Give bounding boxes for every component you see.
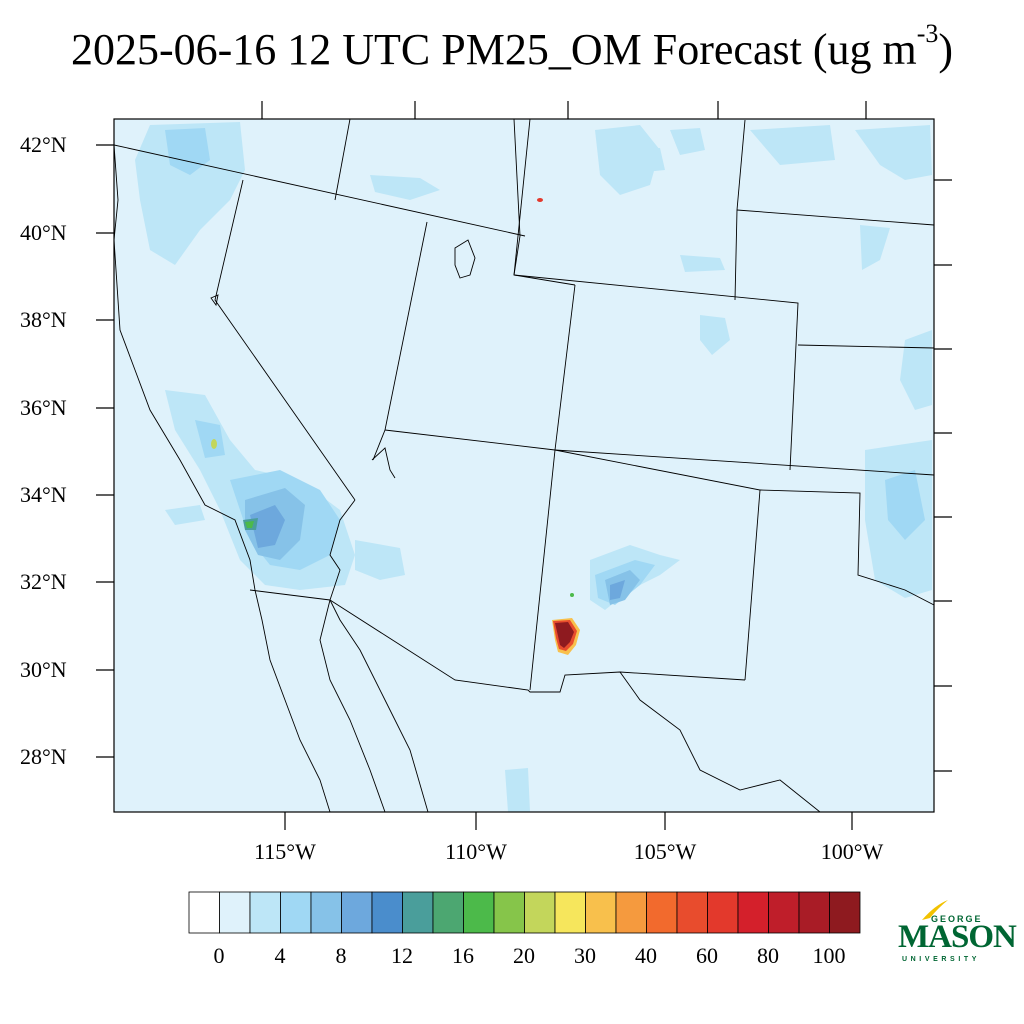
colorbar-swatch [432,891,464,934]
colorbar-swatch [676,891,708,934]
ca-nv-border [214,179,356,501]
logo-swoosh-icon [922,900,948,920]
colorbar-swatch [524,891,556,934]
map-frame [113,118,935,813]
gulf-east-coast [329,599,429,812]
wy-co-border [513,274,799,471]
lat-label: 42°N [20,132,67,157]
high-concentration-patches [250,505,625,600]
colorbar-swatch [798,891,830,934]
nv-id-border [334,119,351,201]
colorbar-swatch [585,891,617,934]
colorbar-label: 0 [213,943,225,968]
colorbar-swatch [371,891,403,934]
id-wy-border [513,119,531,276]
colorbar-label: 8 [335,943,347,968]
colorbar-label: 20 [513,943,535,968]
lat-label: 34°N [20,482,67,507]
colorbar-swatch [402,891,434,934]
colorbar-swatch [615,891,647,934]
colorbar-label: 30 [574,943,596,968]
colorbar-swatch [249,891,281,934]
lake-tahoe [210,294,219,307]
lon-label: 100°W [820,839,884,864]
logo-line1: GEORGE [931,914,983,924]
colorbar-swatch [554,891,586,934]
colorbar-label: 16 [452,943,474,968]
new-mexico-plume [552,618,580,655]
pacific-coastline [114,144,331,812]
george-mason-logo: GEORGE MASON UNIVERSITY [898,898,1017,968]
lat-label: 28°N [20,744,67,769]
tx-ok-border [759,489,934,606]
concentration-field [135,122,932,812]
colorbar-label: 40 [635,943,657,968]
logo-line2: MASON [898,919,1017,955]
california-peak [245,521,254,528]
or-ca-nv-id-border [114,144,526,237]
lat-label: 40°N [20,220,67,245]
colorbar-label: 60 [696,943,718,968]
colorbar-label: 4 [274,943,286,968]
ca-mexico-border [249,589,331,601]
us-mexico-border [329,599,746,693]
colorbar-label: 100 [812,943,846,968]
colorbar-swatch [493,891,525,934]
lat-label: 30°N [20,657,67,682]
colorbar-swatch [768,891,800,934]
ca-az-border [329,499,356,601]
lat-label: 38°N [20,307,67,332]
lat-label: 36°N [20,395,67,420]
colorbar-swatch [280,891,312,934]
sd-ne-border [736,209,934,226]
boundary-lines [114,119,934,812]
ut-wy-border [513,119,576,286]
colorbar-swatch [188,891,220,934]
title-text: 2025-06-16 12 UTC PM25_OM Forecast (ug m [70,25,917,74]
title-superscript: -3 [916,19,939,48]
map-title: 2025-06-16 12 UTC PM25_OM Forecast (ug m… [0,19,1024,78]
colorbar-swatch [310,891,342,934]
lon-label: 110°W [445,839,507,864]
colorbar-swatch [829,891,861,934]
lon-label: 115°W [254,839,316,864]
tick-marks [96,101,952,830]
colorbar-swatch [707,891,739,934]
small-hotspot-california [211,439,217,449]
lon-label: 105°W [633,839,697,864]
small-hotspot-new-mexico [570,593,574,597]
colorbar-swatch [646,891,678,934]
colorado-river [371,447,396,479]
colorbar-label: 12 [391,943,413,968]
lat-label: 32°N [20,569,67,594]
colorbar-swatch [737,891,769,934]
colorbar [188,891,861,934]
logo-line3: UNIVERSITY [902,956,981,963]
colorbar-swatch [341,891,373,934]
colorbar-swatch [463,891,495,934]
rio-grande [619,671,821,812]
colorbar-swatch [219,891,251,934]
ne-ks-border [797,344,934,349]
title-suffix: ) [938,25,954,74]
small-hotspot-wyoming [537,198,543,202]
colorbar-label: 80 [757,943,779,968]
great-salt-lake [454,239,476,279]
gulf-west-coast [319,599,386,812]
